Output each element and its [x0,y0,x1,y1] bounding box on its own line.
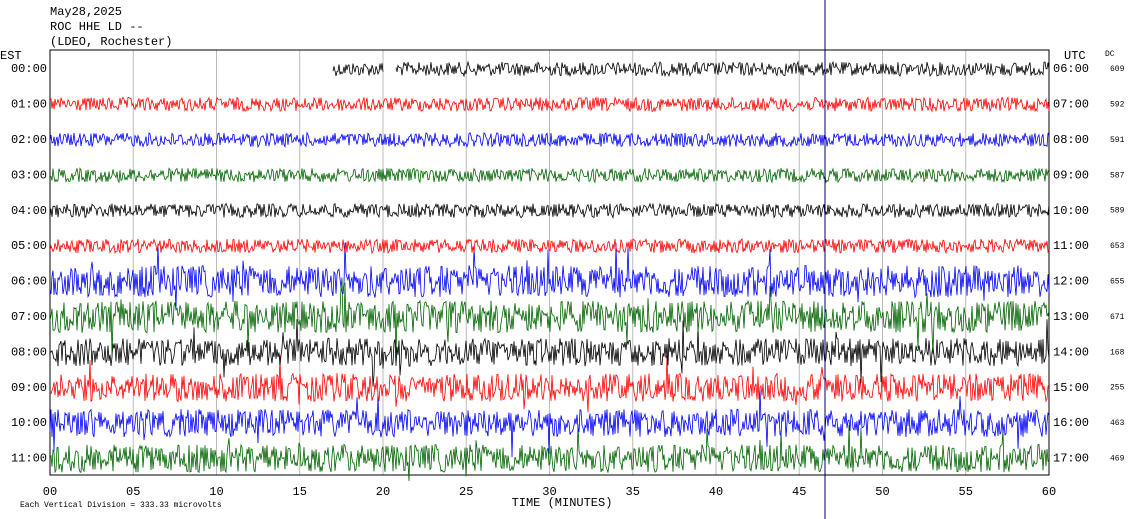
header-station: ROC HHE LD -- [50,20,144,34]
trace [49,237,1050,255]
dc-value: 589 [1110,207,1125,216]
dc-value: 671 [1110,313,1125,322]
dc-value: 587 [1110,171,1125,180]
trace [49,389,1050,458]
x-tick-label: 10 [209,485,223,499]
x-tick-label: 35 [626,485,640,499]
x-tick-label: 40 [709,485,723,499]
dc-value: 168 [1110,348,1125,357]
utc-tick-label: 11:00 [1053,239,1089,253]
utc-tick-label: 14:00 [1053,345,1089,359]
x-tick-label: 30 [542,485,556,499]
x-tick-label: 45 [792,485,806,499]
est-tick-label: 01:00 [11,98,47,112]
dc-value: 592 [1110,101,1125,110]
utc-tick-label: 13:00 [1053,310,1089,324]
dc-value: 255 [1110,384,1125,393]
x-tick-label: 20 [376,485,390,499]
footer-note: Each Vertical Division = 333.33 microvol… [20,501,222,510]
est-tick-label: 10:00 [11,416,47,430]
x-tick-label: 00 [43,485,57,499]
est-tick-label: 06:00 [11,275,47,289]
trace [49,355,1050,413]
utc-tick-label: 07:00 [1053,98,1089,112]
x-axis-label: TIME (MINUTES) [512,496,613,510]
utc-tick-label: 17:00 [1053,452,1089,466]
trace [49,424,1050,482]
dc-value: 591 [1110,136,1125,145]
header-date: May28,2025 [50,5,122,19]
utc-tick-label: 15:00 [1053,381,1089,395]
trace [49,319,1050,387]
trace [49,202,1050,220]
x-tick-label: 25 [459,485,473,499]
x-tick-label: 60 [1042,485,1056,499]
x-tick-label: 55 [959,485,973,499]
utc-tick-label: 08:00 [1053,133,1089,147]
utc-tick-label: 16:00 [1053,416,1089,430]
x-tick-label: 05 [126,485,140,499]
est-tick-label: 02:00 [11,133,47,147]
header-network: (LDEO, Rochester) [50,35,172,49]
est-tick-label: 00:00 [11,62,47,76]
trace [49,242,1050,308]
trace [49,277,1050,356]
dc-label: DC [1105,50,1115,59]
est-tick-label: 09:00 [11,381,47,395]
dc-value: 463 [1110,419,1125,428]
utc-tick-label: 10:00 [1053,204,1089,218]
est-tick-label: 03:00 [11,168,47,182]
dc-value: 609 [1110,65,1125,74]
utc-tick-label: 06:00 [1053,62,1089,76]
utc-tick-label: 12:00 [1053,275,1089,289]
utc-tick-label: 09:00 [1053,168,1089,182]
plot-frame [49,49,1050,476]
est-label: EST [0,49,22,63]
est-tick-label: 04:00 [11,204,47,218]
trace [332,60,1050,78]
x-tick-label: 50 [875,485,889,499]
dc-value: 469 [1110,455,1125,464]
est-tick-label: 11:00 [11,452,47,466]
est-tick-label: 07:00 [11,310,47,324]
est-tick-label: 05:00 [11,239,47,253]
dc-value: 655 [1110,278,1125,287]
x-tick-label: 15 [293,485,307,499]
trace [49,96,1050,113]
trace [49,167,1050,184]
dc-value: 653 [1110,242,1125,251]
est-tick-label: 08:00 [11,345,47,359]
utc-label: UTC [1064,49,1086,63]
trace [49,131,1050,149]
